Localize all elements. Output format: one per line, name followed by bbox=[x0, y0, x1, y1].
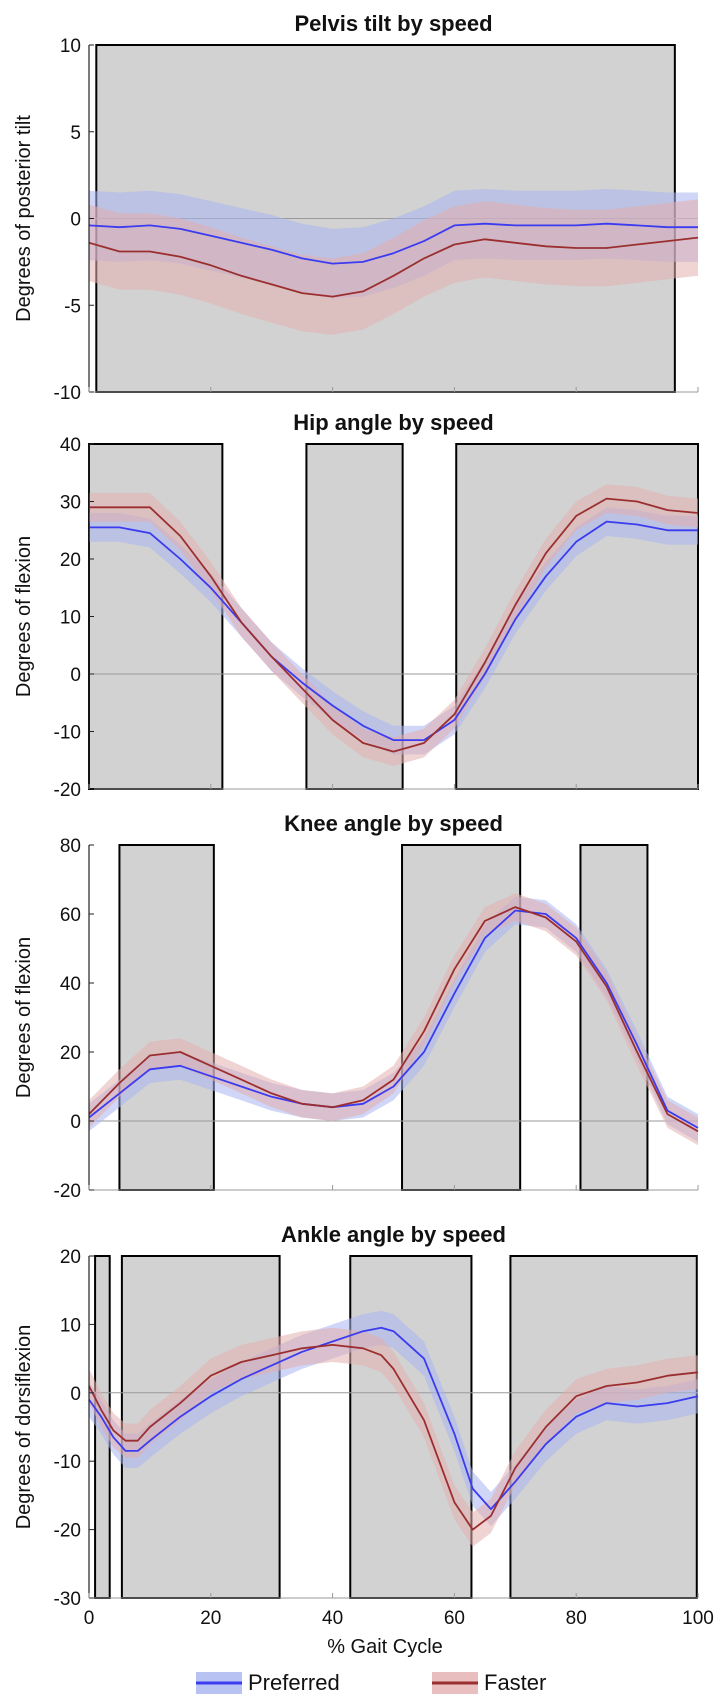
y-tick-label: 10 bbox=[60, 36, 81, 57]
y-tick-label: -10 bbox=[54, 1452, 81, 1473]
phase-region-1 bbox=[118, 844, 215, 1191]
y-tick-label: -10 bbox=[54, 383, 81, 404]
y-tick-label: 20 bbox=[60, 550, 81, 571]
phase-region-2 bbox=[401, 844, 522, 1191]
chart-hip-angle: Hip angle by speed 40 30 20 10 0 -10 -20 Degrees… bbox=[13, 410, 699, 801]
legend-label-faster: Faster bbox=[484, 1670, 546, 1695]
y-tick-label: -30 bbox=[54, 1589, 81, 1610]
y-tick-label: 0 bbox=[70, 665, 81, 686]
y-tick-label: 40 bbox=[60, 435, 81, 456]
legend-item-faster: Faster bbox=[432, 1670, 546, 1695]
x-tick-label: 80 bbox=[566, 1608, 587, 1629]
series-line-preferred bbox=[88, 222, 698, 265]
chart-pelvis-tilt: Pelvis tilt by speed 10 5 0 -5 -10 Degrees of … bbox=[13, 11, 699, 404]
legend: Preferred Faster bbox=[196, 1670, 546, 1695]
y-axis-label: Degrees of flexion bbox=[13, 937, 35, 1098]
y-tick-label: -20 bbox=[54, 780, 81, 801]
y-axis-label: Degrees of flexion bbox=[13, 536, 35, 697]
y-tick-label: 20 bbox=[60, 1043, 81, 1064]
y-tick-label: 0 bbox=[70, 1384, 81, 1405]
chart-panels: Pelvis tilt by speed 10 5 0 -5 -10 Degrees of … bbox=[13, 11, 714, 1629]
series-line-preferred bbox=[89, 520, 698, 741]
chart-title: Pelvis tilt by speed bbox=[294, 11, 492, 36]
sd-band-faster bbox=[89, 1327, 698, 1547]
sd-band-faster bbox=[89, 199, 698, 335]
x-tick-label: 60 bbox=[444, 1608, 465, 1629]
legend-label-preferred: Preferred bbox=[248, 1670, 340, 1695]
y-tick-label: 20 bbox=[60, 1247, 81, 1268]
series-line-preferred bbox=[88, 909, 699, 1129]
y-axis-label: Degrees of dorsiflexion bbox=[13, 1325, 35, 1530]
y-tick-label: 10 bbox=[60, 608, 81, 629]
legend-item-preferred: Preferred bbox=[196, 1670, 340, 1695]
x-tick-label: 0 bbox=[84, 1608, 95, 1629]
series-line-preferred bbox=[88, 1326, 699, 1510]
y-tick-label: 5 bbox=[70, 123, 81, 144]
series-line-faster bbox=[88, 1344, 699, 1531]
y-tick-label: 80 bbox=[60, 836, 81, 857]
x-axis-label: % Gait Cycle bbox=[327, 1636, 443, 1658]
sd-band-preferred bbox=[89, 507, 698, 755]
y-tick-label: 0 bbox=[70, 210, 81, 231]
chart-title: Knee angle by speed bbox=[284, 811, 503, 836]
chart-ankle-angle: Ankle angle by speed20100-10-20-30Degree… bbox=[13, 1222, 714, 1629]
y-tick-label: -5 bbox=[64, 296, 81, 317]
chart-knee-angle: Knee angle by speed 80 60 40 20 0 -20 Degrees o… bbox=[13, 811, 699, 1202]
y-tick-label: 0 bbox=[70, 1112, 81, 1133]
x-tick-label: 40 bbox=[322, 1608, 343, 1629]
y-tick-label: -20 bbox=[54, 1181, 81, 1202]
sd-band-faster bbox=[89, 893, 698, 1146]
y-tick-label: 30 bbox=[60, 493, 81, 514]
y-tick-label: 40 bbox=[60, 974, 81, 995]
y-tick-label: 60 bbox=[60, 905, 81, 926]
y-tick-label: -10 bbox=[54, 723, 81, 744]
x-tick-label: 20 bbox=[200, 1608, 221, 1629]
chart-title: Ankle angle by speed bbox=[281, 1222, 506, 1247]
x-tick-label: 100 bbox=[682, 1608, 714, 1629]
chart-title: Hip angle by speed bbox=[293, 410, 494, 435]
y-tick-label: -20 bbox=[54, 1521, 81, 1542]
series-line-faster bbox=[89, 497, 699, 753]
y-tick-label: 10 bbox=[60, 1315, 81, 1336]
series-line-faster bbox=[88, 236, 699, 298]
series-line-faster bbox=[88, 906, 699, 1133]
phase-region-3 bbox=[579, 844, 649, 1191]
y-axis-label: Degrees of posterior tilt bbox=[13, 115, 35, 322]
